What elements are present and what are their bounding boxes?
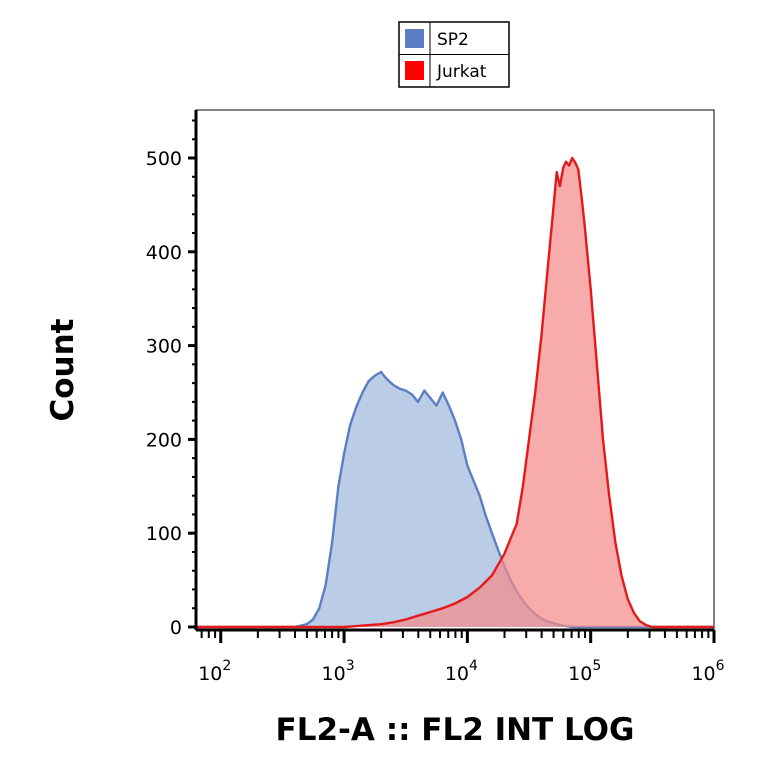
x-axis-title: FL2-A :: FL2 INT LOG bbox=[276, 712, 635, 748]
x-axis: 102 103 104 105 106 bbox=[196, 628, 725, 685]
x-tick-label: 106 bbox=[691, 658, 724, 685]
y-tick-label: 500 bbox=[146, 148, 182, 170]
y-tick-label: 200 bbox=[146, 429, 182, 451]
series-layer bbox=[196, 156, 714, 629]
legend-label-jurkat: Jurkat bbox=[436, 62, 487, 82]
series-area-sp2 bbox=[196, 371, 714, 627]
legend-swatch-jurkat bbox=[405, 61, 424, 80]
x-tick-label: 102 bbox=[198, 658, 231, 685]
x-tick-label: 104 bbox=[445, 658, 478, 685]
series-area-jurkat bbox=[196, 158, 714, 627]
legend: SP2 Jurkat bbox=[398, 21, 510, 88]
series-line-jurkat bbox=[196, 156, 714, 629]
x-tick-label: 105 bbox=[568, 658, 601, 685]
y-tick-label: 300 bbox=[146, 336, 182, 358]
legend-swatch-sp2 bbox=[405, 29, 424, 48]
y-axis: 0 100 200 300 400 500 bbox=[146, 110, 198, 639]
y-axis-title: Count bbox=[45, 318, 81, 421]
y-tick-label: 0 bbox=[170, 617, 182, 639]
y-tick-label: 400 bbox=[146, 242, 182, 264]
x-tick-label: 103 bbox=[322, 658, 355, 685]
y-tick-label: 100 bbox=[146, 523, 182, 545]
legend-label-sp2: SP2 bbox=[437, 30, 469, 50]
